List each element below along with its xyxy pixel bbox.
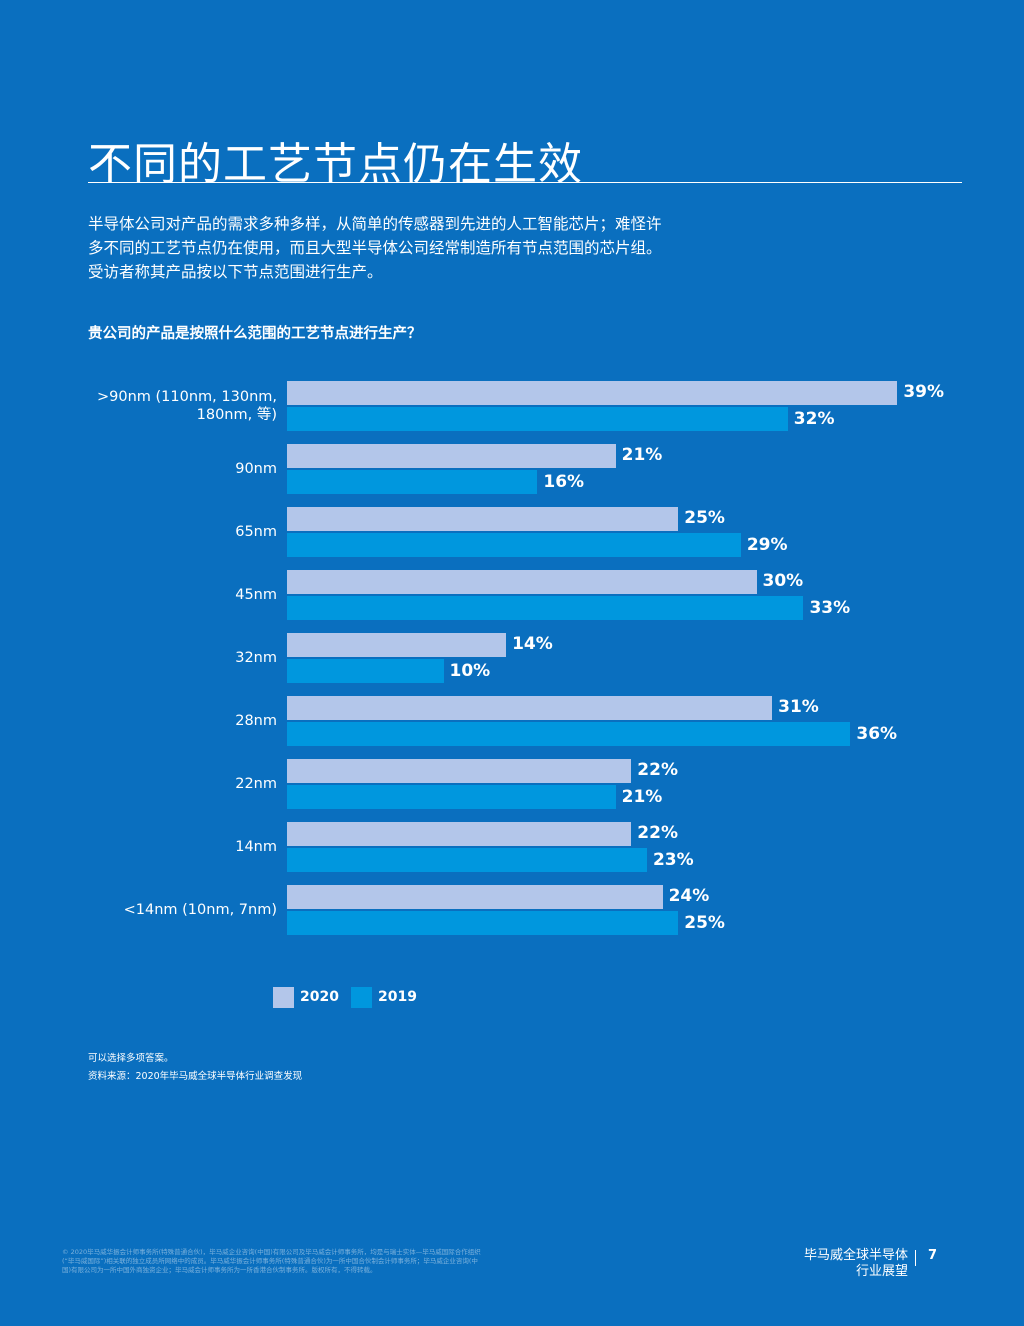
paragraph-line: 半导体公司对产品的需求多种多样，从简单的传感器到先进的人工智能芯片；难怪许 [88, 215, 662, 233]
category-label: <14nm (10nm, 7nm) [123, 902, 277, 918]
bar [287, 885, 663, 909]
bar [287, 470, 538, 494]
legend-label: 2020 [300, 989, 339, 1005]
bar [287, 633, 507, 657]
data-label: 23% [652, 850, 694, 870]
category-label: 22nm [235, 776, 277, 792]
chart-title: 贵公司的产品是按照什么范围的工艺节点进行生产？ [88, 326, 422, 342]
publication-line: 毕马威全球半导体 [803, 1248, 908, 1263]
bar [287, 507, 679, 531]
bar [287, 596, 804, 620]
data-label: 36% [856, 724, 898, 744]
intro-paragraph: 半导体公司对产品的需求多种多样，从简单的传感器到先进的人工智能芯片；难怪许 多不同… [88, 212, 662, 284]
bar [287, 696, 773, 720]
data-label: 30% [762, 571, 804, 591]
title-rule [88, 182, 962, 183]
paragraph-line: 多不同的工艺节点仍在使用，而且大型半导体公司经常制造所有节点范围的芯片组。 [88, 239, 662, 257]
data-label: 21% [621, 445, 663, 465]
data-label: 33% [809, 598, 851, 618]
note: 资料来源：2020年毕马威全球半导体行业调查发现 [88, 1071, 303, 1082]
data-label: 32% [793, 409, 835, 429]
separator [915, 1250, 916, 1266]
bar [287, 722, 851, 746]
note: 可以选择多项答案。 [88, 1053, 174, 1064]
category-label: 28nm [235, 713, 277, 729]
legal-text: © 2020毕马威华振会计师事务所(特殊普通合伙)，毕马威企业咨询(中国)有限公… [62, 1248, 481, 1274]
chart: >90nm (110nm, 130nm, 180nm, 等) 39% 32% 90nm… [97, 381, 945, 1008]
data-label: 39% [903, 382, 945, 402]
data-label: 29% [746, 535, 788, 555]
bar [287, 533, 741, 557]
data-label: 25% [684, 508, 725, 528]
data-label: 10% [449, 661, 491, 681]
data-label: 22% [637, 760, 678, 780]
data-label: 25% [684, 913, 725, 933]
category-label: 65nm [235, 524, 277, 540]
category-label: 45nm [235, 587, 277, 603]
notes: 可以选择多项答案。资料来源：2020年毕马威全球半导体行业调查发现 [88, 1050, 302, 1086]
bar [287, 848, 647, 872]
data-label: 14% [512, 634, 553, 654]
publication-line: 行业展望 [855, 1264, 908, 1279]
category-label: 32nm [235, 650, 277, 666]
page-number: 7 [928, 1248, 938, 1263]
paragraph-line: 受访者称其产品按以下节点范围进行生产。 [88, 263, 383, 281]
data-label: 31% [778, 697, 819, 717]
data-label: 16% [543, 472, 585, 492]
bar [287, 659, 444, 683]
bar [287, 759, 632, 783]
category-label: 90nm [235, 461, 277, 477]
legend-swatch [351, 987, 372, 1008]
category-label: >90nm (110nm, 130nm, 180nm, 等) [97, 389, 277, 423]
legend-label: 2019 [378, 989, 417, 1005]
data-label: 22% [637, 823, 678, 843]
data-label: 24% [668, 886, 710, 906]
data-label: 21% [621, 787, 663, 807]
legend-swatch [273, 987, 294, 1008]
publication: 毕马威全球半导体 行业展望 [780, 1248, 908, 1280]
bar [287, 570, 757, 594]
page-title: 不同的工艺节点仍在生效 [88, 139, 583, 190]
bar [287, 444, 616, 468]
bar [287, 911, 679, 935]
bar [287, 822, 632, 846]
bar [287, 381, 898, 405]
bar [287, 785, 616, 809]
category-label: 14nm [235, 839, 277, 855]
bar [287, 407, 788, 431]
